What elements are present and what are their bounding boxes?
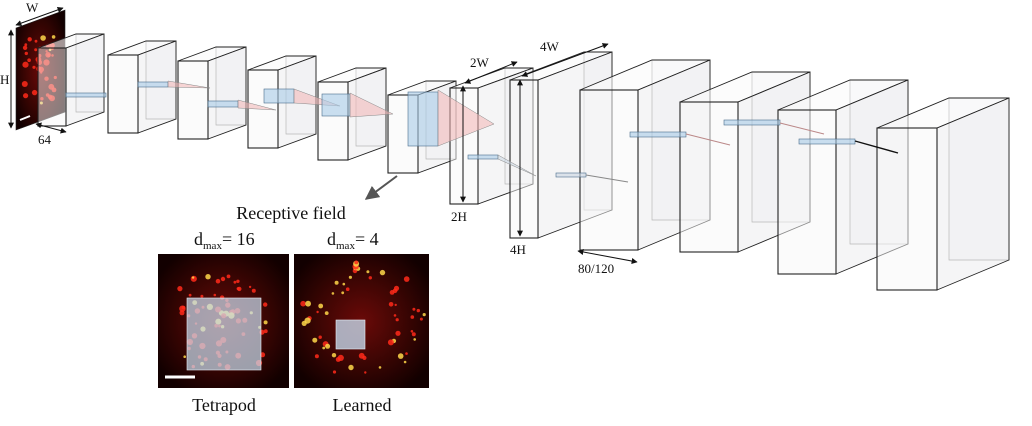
kernel-cone [437,89,495,147]
feature-block [177,46,247,140]
kernel-prism [207,100,239,108]
kernel-prism [137,81,169,88]
kernel-prism [555,172,587,178]
feature-map-blocks [37,33,1010,291]
kernel-cone [167,80,211,89]
receptive-field-title: Receptive field [236,203,345,223]
output-depth-label: 80/120 [578,261,614,276]
kernel-prism [629,131,687,138]
two-h-label: 2H [451,209,467,224]
tetrapod-panel [158,254,289,388]
kernel-cones [65,80,899,183]
width-label: W [26,0,39,15]
kernel-prism [263,88,295,104]
dmax-label-left: dmax= 16 [194,229,255,252]
caption-learned: Learned [333,395,392,415]
kernel-cone [349,92,394,118]
kernel-prism [65,92,107,98]
feature-block [37,33,105,127]
height-label: H [0,72,9,87]
kernel-prism [723,119,781,126]
caption-tetrapod: Tetrapod [192,395,256,415]
kernel-prism [407,91,439,147]
two-w-label: 2W [470,55,490,70]
kernel-prism [467,154,499,160]
svg-text:dmax= 16: dmax= 16 [194,229,255,252]
four-h-label: 4H [510,242,526,257]
svg-text:dmax= 4: dmax= 4 [327,229,379,252]
dimension-arrows [8,7,638,264]
four-w-label: 4W [540,39,560,54]
kernel-cone [237,99,277,111]
pointer-arrow [364,175,398,200]
feature-block [876,97,1010,291]
learned-panel [294,254,429,388]
kernel-prism [321,93,351,117]
dmax-label-right: dmax= 4 [327,229,379,252]
kernel-prism [798,138,856,145]
depth-label: 64 [38,132,52,147]
